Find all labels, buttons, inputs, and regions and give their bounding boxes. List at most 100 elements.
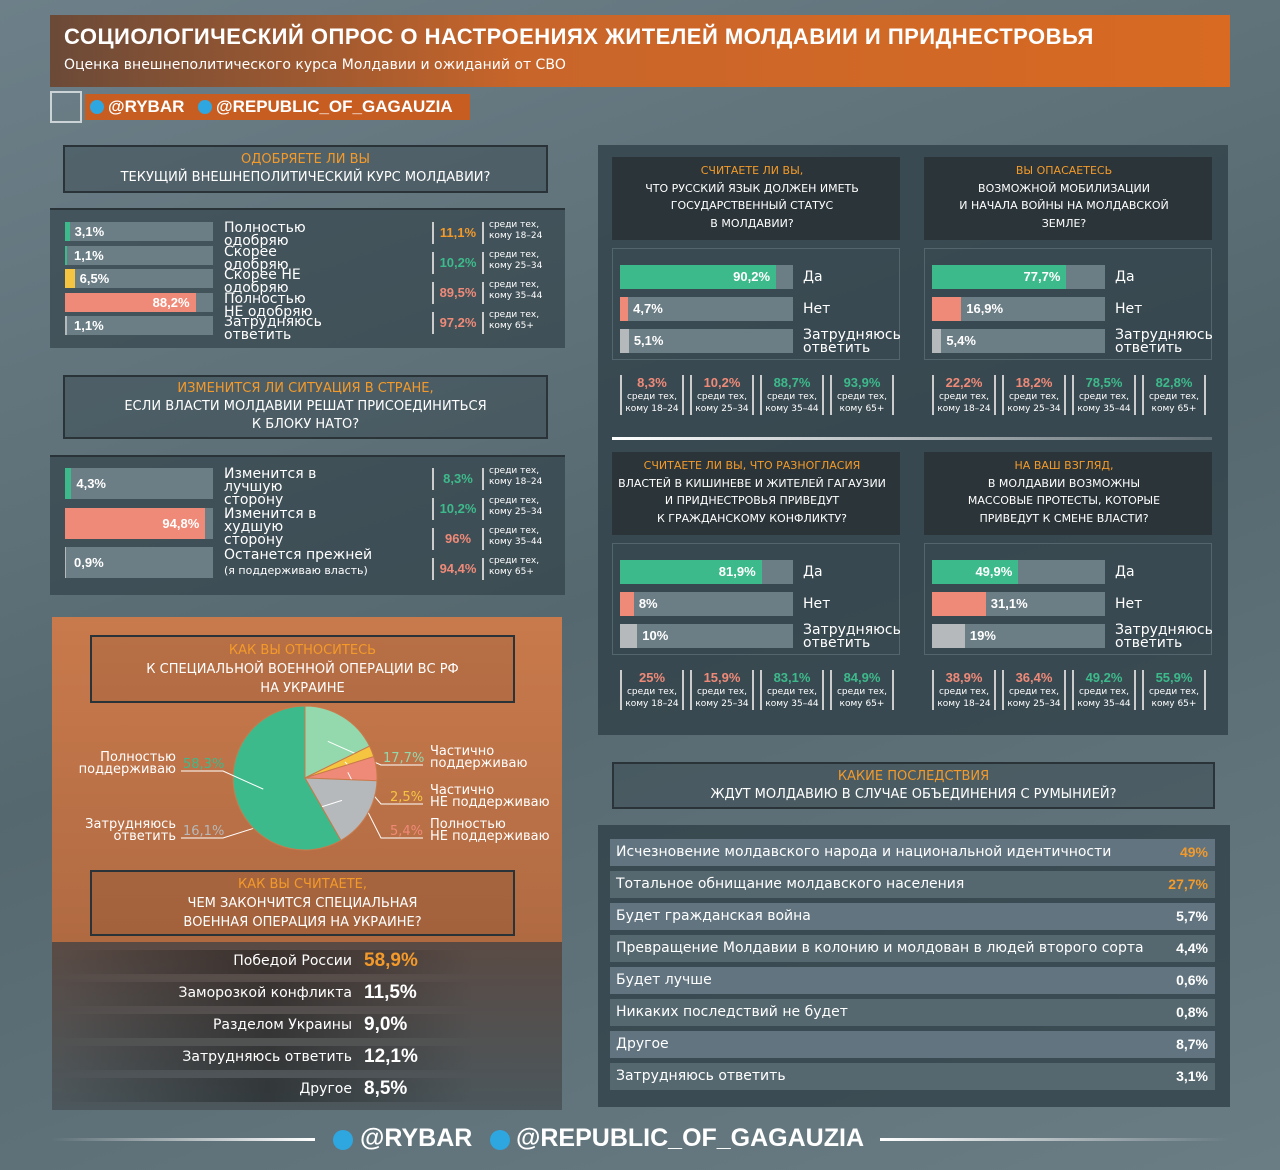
bar: [620, 297, 629, 321]
option-label: Скорее одобряю: [224, 243, 289, 273]
bar: [932, 560, 1019, 584]
answer-label: Затрудняюсь ответить: [182, 1049, 352, 1065]
option-label: Скорее НЕ одобряю: [224, 267, 301, 296]
question-line: СЧИТАЕТЕ ЛИ ВЫ,: [700, 164, 804, 177]
age-box: [1072, 375, 1136, 415]
age-note: кому 65+: [1151, 404, 1197, 414]
option-sublabel: (я поддерживаю власть): [224, 563, 368, 577]
age-note: среди тех,: [696, 392, 748, 402]
question-box: [924, 452, 1212, 535]
option-label: Затрудняюсь ответить: [224, 314, 322, 343]
age-note: кому 65+: [489, 321, 534, 331]
bar-track: [620, 297, 793, 321]
option-label: Нет: [1115, 301, 1143, 317]
question-line: КАК ВЫ ОТНОСИТЕСЬ: [228, 642, 377, 658]
question-line: И ПРИДНЕСТРОВЬЯ ПРИВЕДУТ: [664, 494, 840, 507]
age-note: кому 18–24: [489, 231, 543, 241]
age-box: [690, 375, 754, 415]
age-note: среди тех,: [1078, 392, 1130, 402]
bar-value: 5,1%: [633, 333, 664, 348]
age-value: 25%: [638, 670, 666, 685]
age-box: [432, 558, 484, 580]
age-note: среди тех,: [1078, 687, 1130, 697]
handle: @REPUBLIC_OF_GAGAUZIA: [216, 97, 453, 116]
row-value: 0,8%: [1176, 1004, 1208, 1020]
age-box: [432, 528, 484, 550]
age-box: [432, 222, 484, 244]
bar-value: 81,9%: [718, 564, 756, 579]
option-label: Да: [1115, 564, 1135, 580]
age-note: среди тех,: [766, 687, 818, 697]
age-note: среди тех,: [626, 687, 678, 697]
option-label: Да: [803, 269, 823, 285]
question-line: В МОЛДАВИИ?: [710, 216, 794, 230]
age-note: кому 65+: [1151, 699, 1197, 709]
age-box: [620, 375, 684, 415]
bar-track: [620, 329, 793, 353]
telegram-icon: [90, 100, 104, 114]
bar: [932, 624, 965, 648]
age-note: среди тех,: [489, 310, 540, 320]
question-line: К БЛОКУ НАТО?: [251, 417, 360, 432]
question-box: [90, 635, 515, 703]
bar: [620, 624, 638, 648]
option-label: Нет: [803, 301, 831, 317]
bar-track: [65, 222, 213, 241]
age-note: кому 25–34: [695, 699, 749, 709]
age-box: [432, 498, 484, 520]
bar-value: 6,5%: [79, 271, 110, 286]
age-note: среди тех,: [489, 556, 540, 566]
question-line: ОДОБРЯЕТЕ ЛИ ВЫ: [241, 152, 370, 167]
age-box: [830, 670, 894, 710]
bar-track: [65, 316, 213, 335]
age-note: среди тех,: [489, 220, 540, 230]
slice-value: 16,1%: [183, 824, 225, 839]
bar-value: 31,1%: [990, 596, 1028, 611]
age-value: 89,5%: [439, 285, 477, 300]
panel: [924, 248, 1212, 360]
question-box: [612, 157, 900, 240]
age-value: 22,2%: [945, 375, 983, 390]
bar: [932, 297, 962, 321]
bar: [932, 592, 986, 616]
age-note: кому 65+: [839, 404, 885, 414]
age-box: [760, 670, 824, 710]
option-label: Затрудняюсь ответить: [803, 622, 901, 651]
bar: [65, 468, 72, 499]
row-value: 4,4%: [1176, 940, 1208, 956]
age-value: 15,9%: [703, 670, 741, 685]
age-value: 96%: [444, 531, 472, 546]
telegram-icon: [333, 1130, 353, 1150]
age-value: 10,2%: [439, 255, 477, 270]
row-label: Будет гражданская война: [616, 908, 811, 924]
question-line: К СПЕЦИАЛЬНОЙ ВОЕННОЙ ОПЕРАЦИИ ВС РФ: [146, 661, 459, 677]
age-note: кому 25–34: [1007, 699, 1061, 709]
bar: [620, 329, 629, 353]
option-label: Затрудняюсь ответить: [803, 327, 901, 356]
bar-track: [65, 468, 213, 499]
age-note: кому 35–44: [765, 404, 819, 414]
bar-value: 10%: [642, 628, 669, 643]
age-note: кому 65+: [489, 567, 534, 577]
table-row: [610, 999, 1215, 1026]
bar: [932, 329, 942, 353]
bar: [65, 222, 70, 241]
row-value: 8,7%: [1176, 1036, 1208, 1052]
question-box: [63, 375, 548, 439]
question-line: ЗЕМЛЕ?: [1041, 216, 1087, 230]
panel: [612, 248, 900, 360]
bar: [620, 265, 777, 289]
bar: [65, 269, 75, 288]
question-line: ЖДУТ МОЛДАВИЮ В СЛУЧАЕ ОБЪЕДИНЕНИЯ С РУМ…: [710, 786, 1117, 802]
question-line: КАКИЕ ПОСЛЕДСТВИЯ: [837, 768, 990, 784]
age-note: кому 35–44: [1077, 699, 1131, 709]
answer-row: [60, 982, 475, 1006]
age-note: кому 25–34: [695, 404, 749, 414]
question-line: СЧИТАЕТЕ ЛИ ВЫ, ЧТО РАЗНОГЛАСИЯ: [643, 459, 861, 472]
bar-value: 88,2%: [152, 294, 190, 310]
age-value: 38,9%: [945, 670, 983, 685]
slice-label: Затрудняюсь: [85, 817, 176, 832]
telegram-icon: [490, 1130, 510, 1150]
slice-label: Частично: [430, 783, 495, 798]
